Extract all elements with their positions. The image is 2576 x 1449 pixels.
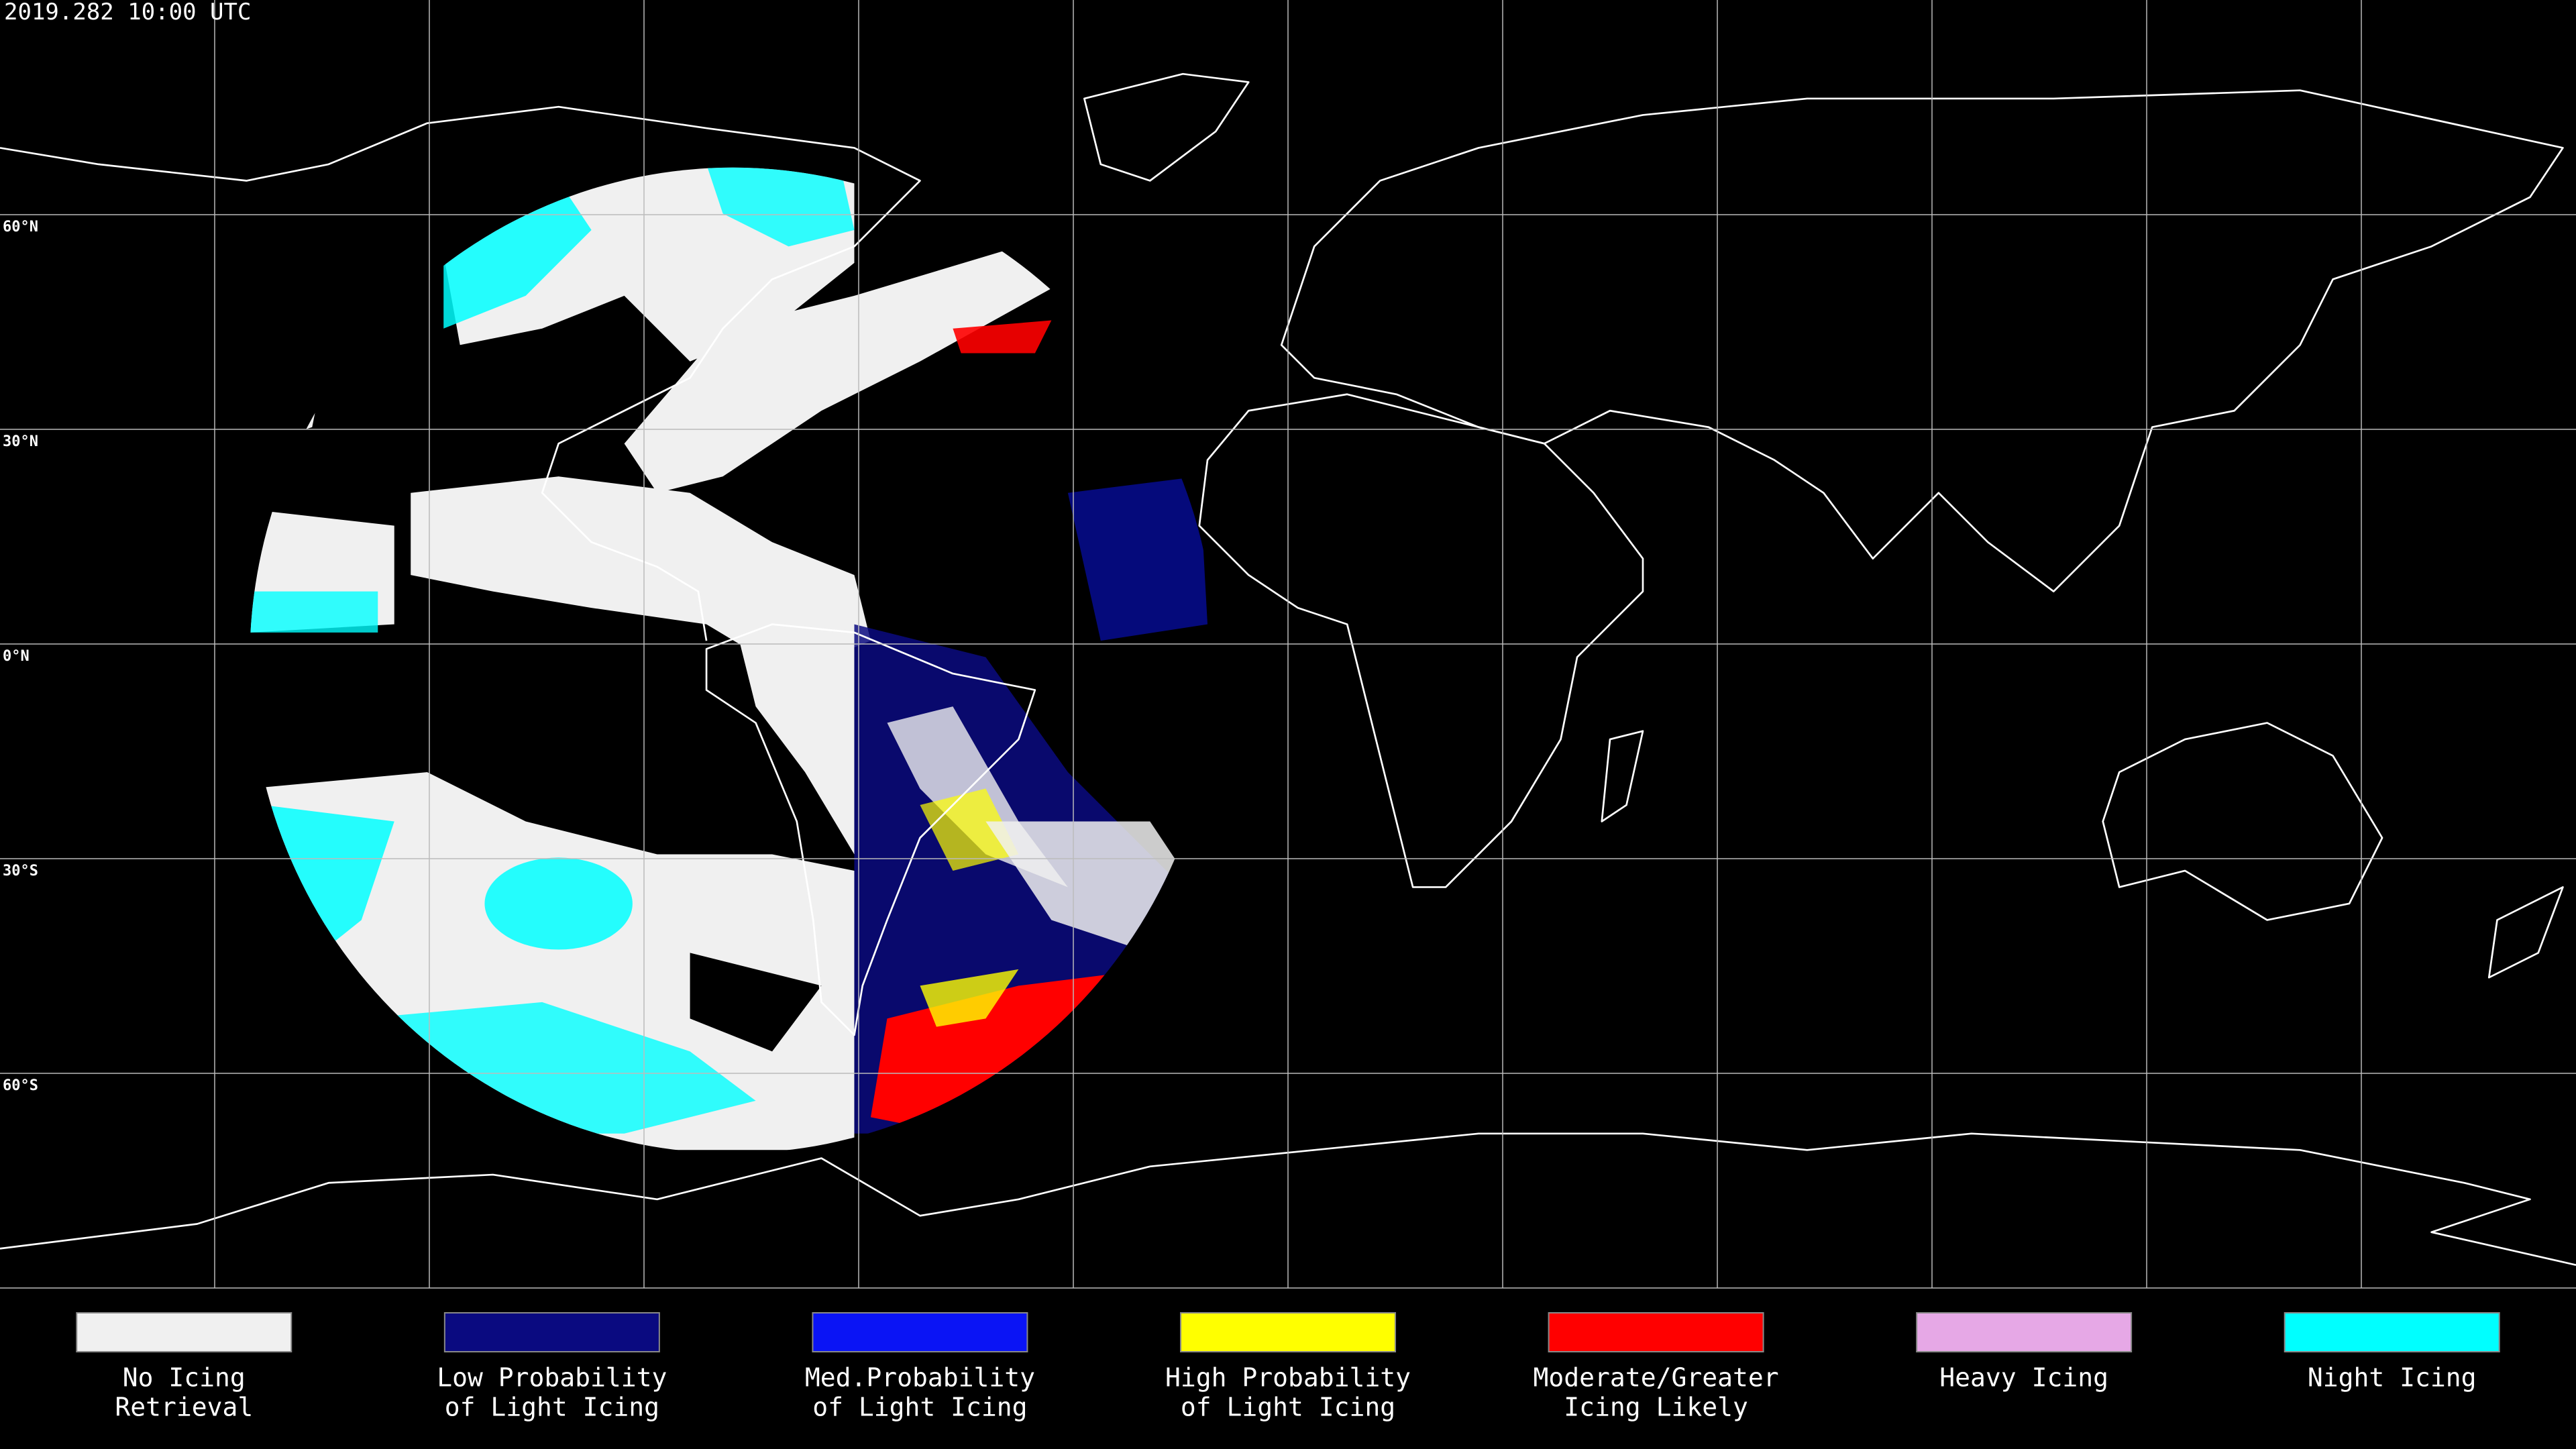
latitude-label: 0°N (3, 648, 30, 665)
legend-label: Icing Likely (1564, 1393, 1748, 1422)
legend-label: Moderate/Greater (1534, 1363, 1779, 1393)
legend-swatch (1180, 1312, 1396, 1352)
legend-swatch (443, 1312, 660, 1352)
timestamp: 2019.282 10:00 UTC (4, 0, 251, 25)
legend-label: Low Probability (437, 1363, 667, 1393)
graticule: 60°N 30°N 0°N 30°S 60°S (0, 0, 2576, 1289)
coastlines (0, 72, 2576, 1267)
legend-label: Night Icing (2308, 1363, 2477, 1393)
legend-label: of Light Icing (812, 1393, 1027, 1422)
legend-label: of Light Icing (445, 1393, 659, 1422)
latitude-label: 30°S (3, 863, 38, 879)
latitude-label: 60°N (3, 219, 38, 235)
legend-swatch (1548, 1312, 1764, 1352)
latitude-label: 60°S (3, 1077, 38, 1094)
legend-swatch (2284, 1312, 2500, 1352)
legend-swatch (76, 1312, 292, 1352)
legend-label: Heavy Icing (1939, 1363, 2108, 1393)
latitude-label: 30°N (3, 433, 38, 450)
legend-swatch (812, 1312, 1028, 1352)
legend-label: Med.Probability (805, 1363, 1035, 1393)
legend-label: Retrieval (115, 1393, 253, 1422)
legend-swatch (1916, 1312, 2133, 1352)
legend-label: High Probability (1165, 1363, 1411, 1393)
legend-label: of Light Icing (1181, 1393, 1395, 1422)
legend-label: No Icing (123, 1363, 246, 1393)
